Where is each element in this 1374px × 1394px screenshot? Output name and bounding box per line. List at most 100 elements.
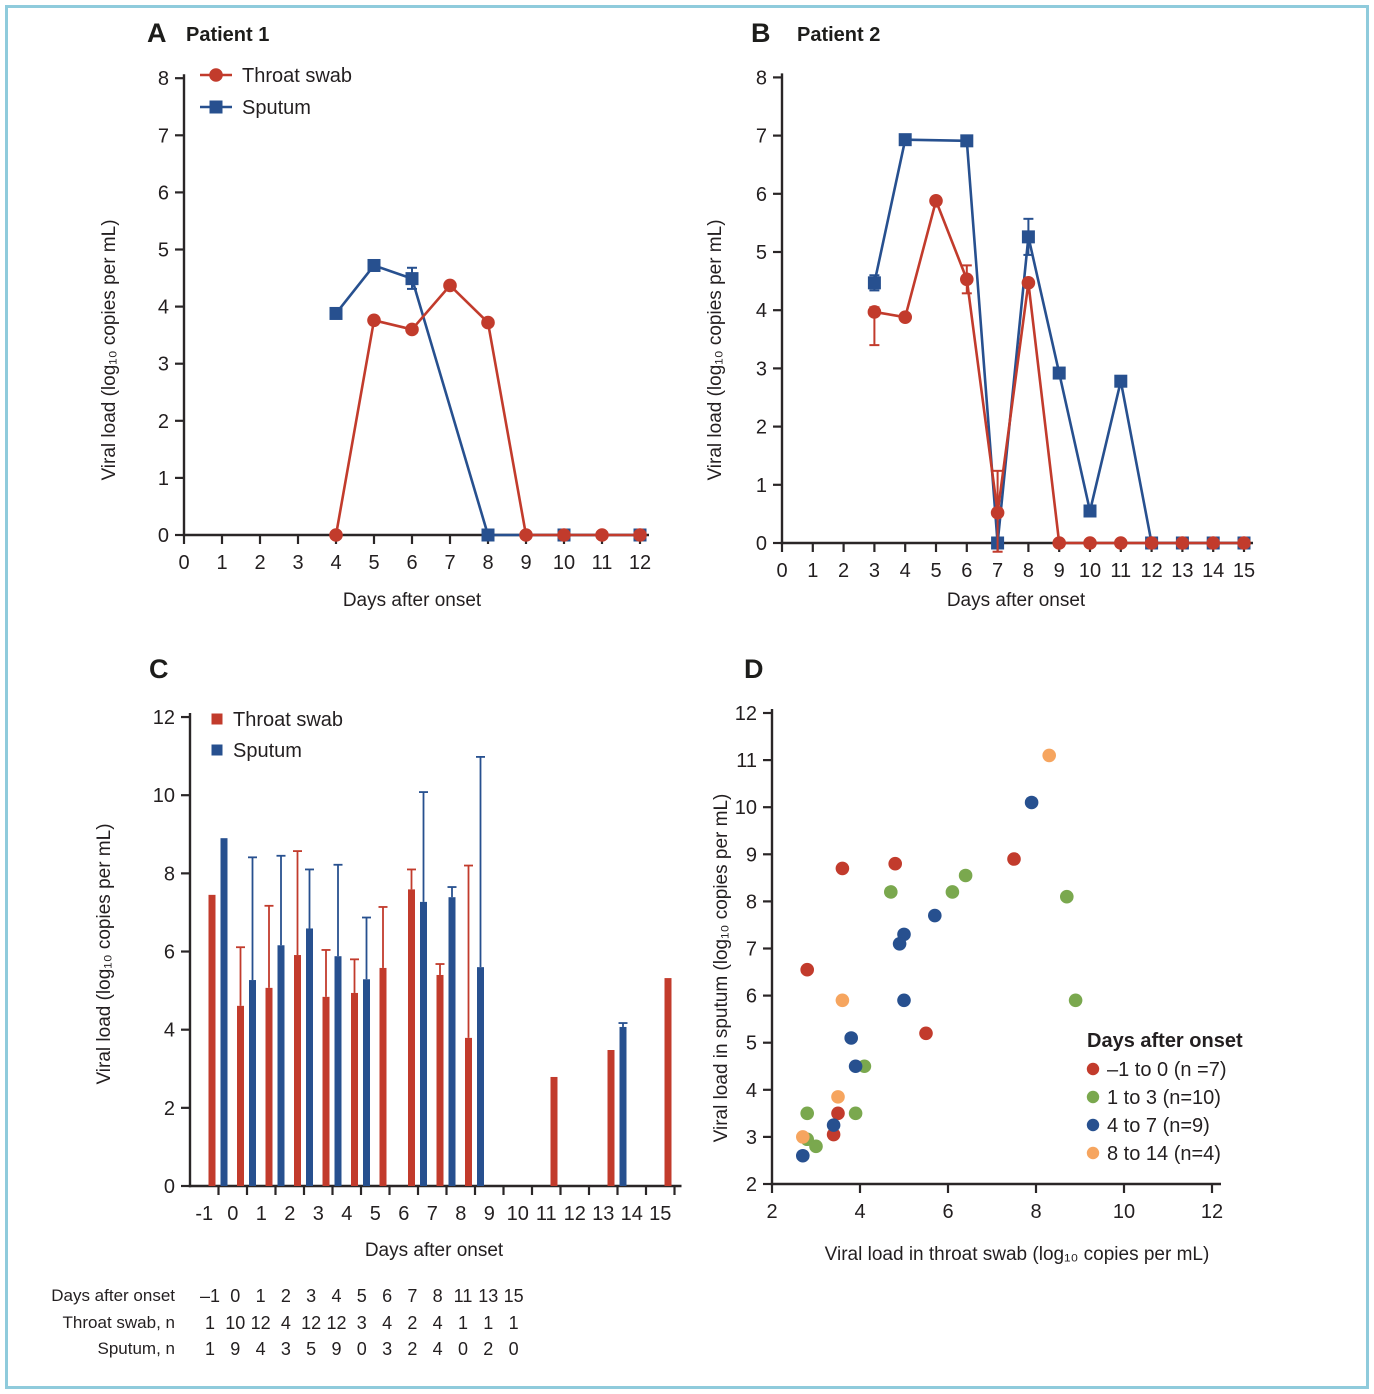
- data-point-circle: [1206, 536, 1220, 550]
- throat-bar: [237, 1005, 244, 1186]
- scatter-point: [796, 1148, 810, 1163]
- tick-label: 9: [484, 1203, 495, 1225]
- tick-label: 6: [746, 986, 757, 1008]
- tick-label: 5: [756, 242, 767, 264]
- legend-dot: [1086, 1090, 1100, 1104]
- data-point-circle: [1021, 276, 1036, 290]
- legend: Throat swab Sputum: [200, 65, 352, 119]
- throat-bar: [465, 1037, 472, 1186]
- legend-label: Sputum: [233, 740, 302, 762]
- tick-label: 13: [1171, 560, 1193, 582]
- table-cell: 1: [204, 1339, 215, 1359]
- throat-bar: [408, 889, 415, 1186]
- data-point-circle: [1144, 536, 1159, 550]
- panel-d-x-axis-label: Viral load in throat swab (log₁₀ copies …: [824, 1244, 1210, 1265]
- table-cell: 13: [478, 1286, 499, 1306]
- tick-label: 6: [961, 560, 972, 582]
- scatter-point: [800, 962, 814, 977]
- throat-bar: [379, 967, 387, 1186]
- throat-bar: [351, 992, 358, 1186]
- scatter-point: [800, 1106, 814, 1121]
- tick-label: 12: [735, 703, 757, 725]
- tick-label: 10: [507, 1203, 529, 1225]
- data-point-square: [1114, 374, 1128, 388]
- data-point-circle: [519, 528, 533, 542]
- data-point-square: [867, 276, 881, 290]
- tick-label: 8: [164, 863, 175, 885]
- table-cell: 4: [382, 1312, 393, 1333]
- table-cell: 1: [508, 1312, 519, 1333]
- tick-label: 4: [900, 560, 911, 582]
- tick-label: 2: [164, 1098, 175, 1120]
- tick-label: 4: [746, 1080, 757, 1102]
- tick-label: 8: [1030, 1201, 1041, 1223]
- legend: Throat swab Sputum: [211, 709, 343, 762]
- data-point-circle: [443, 278, 457, 293]
- scatter-point: [928, 908, 942, 923]
- table-cell: 12: [301, 1312, 322, 1333]
- data-point-circle: [1052, 536, 1066, 550]
- scatter-point: [892, 936, 907, 951]
- tick-label: 0: [164, 1176, 175, 1198]
- sputum-bar: [619, 1026, 627, 1186]
- throat-bar: [265, 987, 273, 1186]
- table-cell: 5: [356, 1286, 367, 1306]
- tick-label: 5: [370, 1203, 381, 1225]
- table-cell: 4: [432, 1339, 443, 1359]
- sputum-bar: [448, 897, 456, 1186]
- tick-label: 2: [766, 1201, 777, 1223]
- data-point-circle: [867, 305, 882, 319]
- tick-label: 5: [930, 560, 941, 582]
- tick-label: 2: [838, 560, 849, 582]
- tick-label: 8: [455, 1203, 466, 1225]
- table-row-label: Throat swab, n: [62, 1312, 175, 1332]
- legend-label: 4 to 7 (n=9): [1107, 1115, 1210, 1137]
- tick-label: 3: [292, 552, 303, 574]
- throat-bar: [208, 894, 216, 1186]
- panel-b-title: Patient 2: [797, 24, 881, 46]
- table-cell: 1: [204, 1312, 215, 1333]
- table-cell: 1: [255, 1286, 266, 1306]
- table-row: Days after onset –1 0 1 2 3 4 5 6 7 8 11 13 15: [25, 1284, 705, 1308]
- tick-label: 2: [284, 1203, 295, 1225]
- tick-label: 9: [746, 844, 757, 866]
- scatter-point: [1024, 795, 1039, 810]
- tick-label: 12: [1201, 1201, 1223, 1223]
- data-point-square: [405, 272, 419, 286]
- throat-swab-series: [329, 278, 647, 542]
- tick-label: 2: [254, 552, 265, 574]
- sputum-bar: [277, 945, 285, 1186]
- data-point-circle: [1114, 536, 1128, 550]
- legend-title: Days after onset: [1087, 1030, 1243, 1052]
- data-point-circle: [1083, 536, 1097, 550]
- tick-label: 7: [158, 125, 169, 147]
- data-point-square: [481, 528, 495, 542]
- panel-d-plot: 2 4 6 8 10 12 2 3 4 5 6 7 8 9 10 11 12 Days after onset –1…: [735, 703, 1243, 1223]
- sputum-bar: [249, 980, 256, 1186]
- scatter-point: [826, 1118, 841, 1132]
- tick-label: 12: [153, 707, 175, 729]
- panel-b-x-axis-label: Days after onset: [946, 590, 1086, 611]
- legend: Days after onset –1 to 0 (n =7) 1 to 3 (n=…: [1086, 1030, 1243, 1165]
- legend-dot: [1086, 1062, 1100, 1076]
- tick-label: 9: [520, 552, 531, 574]
- scatter-point: [1042, 748, 1056, 763]
- throat-bar: [550, 1076, 558, 1186]
- scatter-point: [835, 861, 850, 876]
- sample-count-table: Days after onset –1 0 1 2 3 4 5 6 7 8 11 13 15 Throat …: [25, 1284, 705, 1369]
- table-cell: 9: [230, 1339, 241, 1359]
- legend-dot: [1086, 1146, 1100, 1160]
- axes: 2 4 6 8 10 12 2 3 4 5 6 7 8 9 10 11 12: [735, 703, 1223, 1223]
- legend-label: Throat swab: [242, 65, 352, 87]
- panel-d-letter: D: [744, 654, 764, 684]
- table-cell: 4: [280, 1312, 291, 1333]
- scatter-point: [831, 1090, 845, 1104]
- sputum-bar: [334, 956, 342, 1186]
- tick-label: 6: [942, 1201, 953, 1223]
- throat-bar: [664, 978, 672, 1186]
- table-cell: 0: [508, 1339, 519, 1359]
- table-cell: 4: [331, 1286, 342, 1306]
